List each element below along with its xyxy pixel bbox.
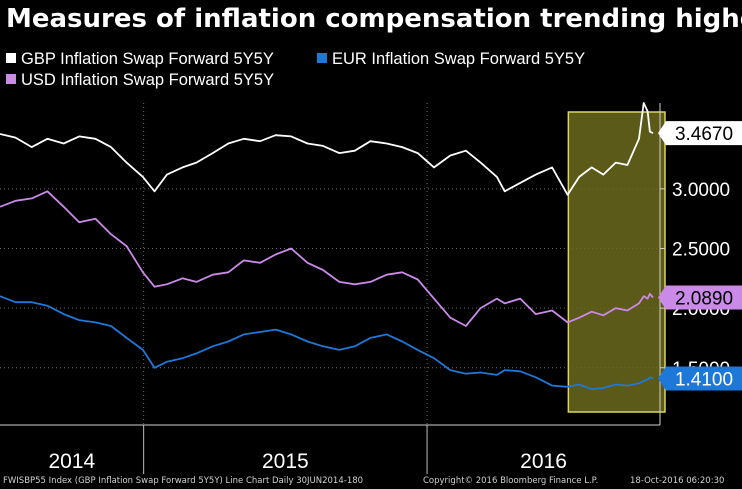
value-callout-0 (658, 121, 742, 146)
value-callout-2 (658, 366, 742, 391)
value-callout-text-1: 2.0890 (675, 289, 733, 310)
legend-gbp-swatch (6, 53, 16, 63)
chart-title: Measures of inflation compensation trend… (6, 4, 742, 34)
value-labels: 3.4670 2.0890 1.4100 (658, 121, 742, 391)
xtick-label-1: 2015 (262, 450, 309, 473)
highlight-region (567, 111, 666, 413)
legend-usd-swatch (6, 74, 16, 84)
xtick-label-0: 2014 (48, 450, 95, 473)
legend-usd: USD Inflation Swap Forward 5Y5Y (6, 71, 274, 90)
series-line-0 (0, 102, 654, 196)
footer-timestamp: 18-Oct-2016 06:20:30 (630, 476, 725, 486)
grid (0, 103, 660, 425)
ytick-label-0: 3.0000 (672, 180, 730, 201)
series-lines (0, 102, 654, 391)
legend-eur: EUR Inflation Swap Forward 5Y5Y (317, 50, 585, 69)
legend-eur-label: EUR Inflation Swap Forward 5Y5Y (332, 50, 586, 68)
value-callout-text-2: 1.4100 (675, 369, 733, 390)
legend-gbp: GBP Inflation Swap Forward 5Y5Y (6, 50, 274, 69)
legend-usd-label: USD Inflation Swap Forward 5Y5Y (21, 71, 275, 89)
xtick-label-2: 2016 (520, 450, 567, 473)
legend-eur-swatch (317, 53, 327, 63)
value-callout-1 (658, 285, 742, 310)
highlight-box (567, 111, 666, 413)
ytick-label-1: 2.5000 (672, 239, 730, 260)
series-line-2 (0, 295, 654, 391)
series-line-1 (0, 190, 654, 327)
footer-source: FWISBP55 Index (GBP Inflation Swap Forwa… (3, 476, 364, 486)
footer-copyright: Copyright© 2016 Bloomberg Finance L.P. (423, 476, 599, 486)
footer: FWISBP55 Index (GBP Inflation Swap Forwa… (0, 474, 742, 489)
legend-gbp-label: GBP Inflation Swap Forward 5Y5Y (21, 50, 274, 68)
value-callout-text-0: 3.4670 (675, 124, 733, 145)
